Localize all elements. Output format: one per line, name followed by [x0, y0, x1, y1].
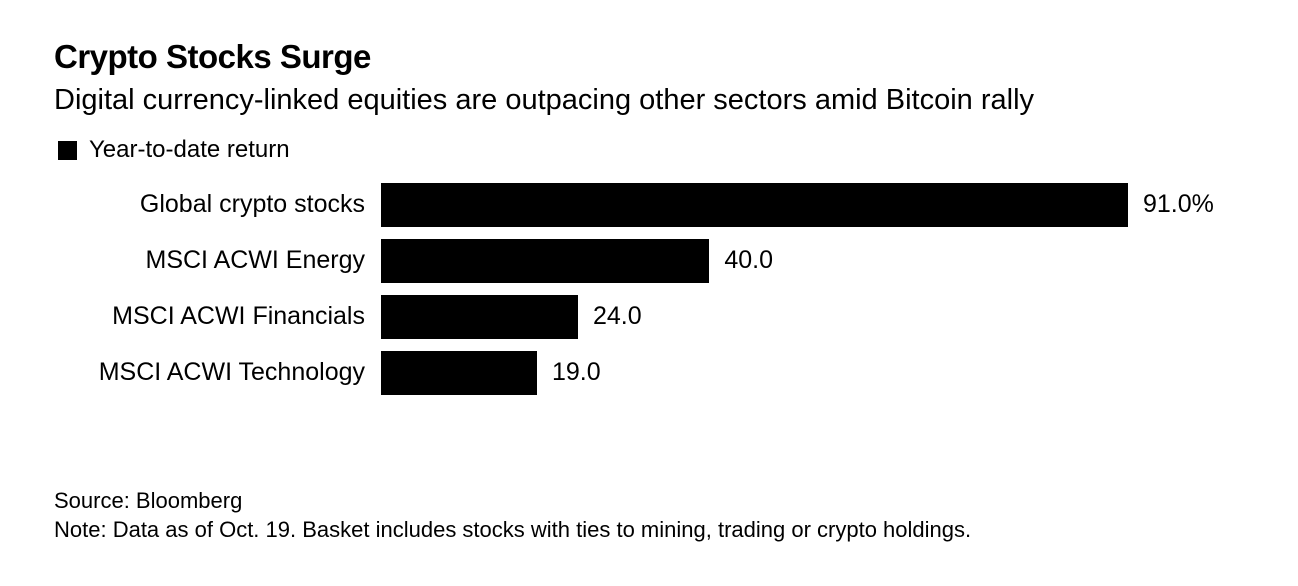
chart-subtitle: Digital currency-linked equities are out… [54, 84, 1035, 116]
value-label: 24.0 [593, 302, 642, 330]
legend-label: Year-to-date return [89, 136, 290, 163]
value-label: 91.0% [1143, 190, 1214, 218]
source-text: Source: Bloomberg [54, 488, 243, 513]
bar [381, 239, 710, 283]
bar [381, 183, 1128, 227]
legend: Year-to-date return [58, 136, 290, 164]
category-label: MSCI ACWI Technology [98, 358, 365, 386]
category-label: Global crypto stocks [139, 190, 365, 218]
note-text: Note: Data as of Oct. 19. Basket include… [54, 517, 972, 542]
bar [381, 295, 578, 339]
chart-title: Crypto Stocks Surge [54, 38, 371, 75]
value-label: 40.0 [724, 246, 774, 274]
value-label: 19.0 [551, 358, 601, 386]
category-label: MSCI ACWI Energy [145, 246, 366, 274]
bar [381, 351, 537, 395]
category-label: MSCI ACWI Financials [112, 302, 365, 330]
legend-swatch [58, 140, 77, 160]
